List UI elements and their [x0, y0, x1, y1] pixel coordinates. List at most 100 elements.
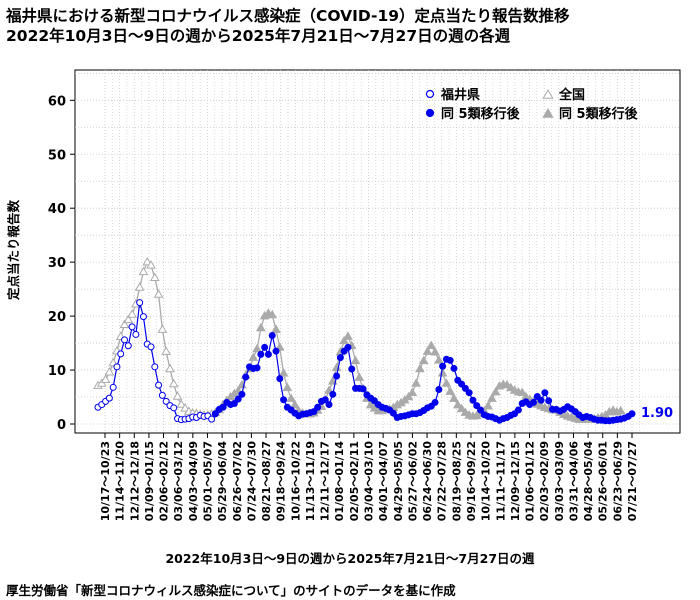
- x-tick-label: 07/24～07/30: [245, 441, 258, 522]
- national-point: [134, 282, 145, 291]
- legend-label: 全国: [558, 87, 585, 103]
- fukui-point-post5: [280, 396, 288, 404]
- national-point: [165, 363, 175, 373]
- national-point: [119, 319, 130, 328]
- national-point: [153, 289, 164, 298]
- fukui-point: [136, 299, 144, 307]
- fukui-point-post5: [333, 372, 341, 380]
- national-point: [168, 378, 179, 388]
- x-tick-label: 02/06～02/12: [158, 441, 171, 521]
- fukui-point-post5: [219, 403, 227, 411]
- x-tick-label: 07/22～07/28: [436, 441, 449, 521]
- x-tick-label: 05/29～06/04: [216, 441, 229, 522]
- national-point-post5: [483, 400, 493, 410]
- national-point-post5: [615, 405, 626, 415]
- fukui-point: [105, 394, 113, 402]
- legend-label: 同 5類移行後: [441, 106, 521, 122]
- fukui-point-post5: [276, 375, 284, 383]
- x-tick-label: 10/17～10/23: [99, 441, 112, 521]
- x-tick-label: 08/21～08/27: [260, 441, 273, 521]
- x-tick-label: 01/06～01/12: [524, 441, 537, 521]
- fukui-point-post5: [541, 389, 549, 397]
- chart-title: 福井県における新型コロナウイルス感染症（COVID-19）定点当たり報告数推移 …: [6, 6, 570, 46]
- fukui-point-post5: [253, 364, 261, 372]
- fukui-point-post5: [461, 384, 469, 392]
- x-tick-label: 03/04～03/10: [363, 441, 376, 522]
- x-tick-label: 06/24～06/30: [421, 441, 434, 522]
- national-point-post5: [255, 322, 266, 332]
- national-point-post5: [490, 386, 501, 396]
- national-point: [157, 324, 168, 333]
- national-point: [123, 314, 134, 324]
- fukui-point-post5: [446, 356, 454, 364]
- x-tick-label: 12/12～12/18: [128, 441, 141, 521]
- fukui-point-post5: [234, 395, 242, 403]
- national-point-post5: [415, 363, 425, 373]
- national-point: [138, 266, 149, 276]
- y-tick-label: 0: [57, 418, 66, 433]
- national-point-post5: [271, 324, 281, 333]
- fukui-point: [109, 383, 117, 391]
- national-point-post5: [418, 355, 429, 365]
- national-point: [146, 260, 156, 269]
- x-tick-label: 09/18～09/24: [275, 441, 288, 522]
- fukui-point-post5: [389, 409, 397, 417]
- fukui-point-post5: [268, 332, 276, 340]
- national-point-post5: [282, 382, 293, 392]
- fukui-point: [158, 391, 166, 399]
- fukui-point-post5: [477, 406, 485, 414]
- national-point: [142, 256, 153, 266]
- x-tick-label: 03/03～03/09: [553, 441, 566, 521]
- national-point-post5: [487, 393, 497, 402]
- fukui-point-post5: [325, 401, 333, 409]
- fukui-point: [151, 363, 159, 371]
- legend-marker-triangle: [542, 107, 554, 118]
- national-point-post5: [339, 335, 350, 345]
- national-point-post5: [343, 331, 353, 340]
- national-point-post5: [365, 399, 376, 409]
- national-point: [161, 346, 172, 355]
- y-tick-label: 10: [48, 364, 66, 379]
- legend-label: 同 5類移行後: [559, 106, 639, 122]
- national-point: [149, 272, 160, 282]
- x-tick-label: 04/03～04/09: [187, 441, 200, 521]
- legend-label: 福井県: [440, 87, 480, 103]
- national-point-post5: [452, 399, 463, 409]
- x-axis: 10/17～10/23 11/14～11/20 12/12～12/18 01/09～0…: [99, 433, 639, 521]
- fukui-point-post5: [473, 402, 481, 410]
- x-tick-label: 08/19～08/25: [450, 441, 463, 521]
- x-tick-label: 09/16～09/22: [465, 441, 478, 521]
- national-point-post5: [430, 347, 440, 356]
- y-tick-label: 20: [48, 310, 66, 325]
- source-note: 厚生労働省「新型コロナウィルス感染症について」のサイトのデータを基に作成: [6, 583, 456, 598]
- x-tick-label: 07/21～07/27: [626, 441, 639, 521]
- x-tick-label: 04/28～05/04: [582, 441, 595, 522]
- fukui-point: [139, 313, 147, 321]
- end-value-label: 1.90: [641, 406, 673, 421]
- y-tick-label: 50: [48, 148, 66, 163]
- x-tick-label: 11/11～11/17: [494, 441, 507, 521]
- y-axis: 0 10 20 30 40 50 60: [48, 94, 75, 433]
- legend-marker-circle: [425, 89, 435, 99]
- x-tick-label: 12/09～12/15: [509, 441, 522, 521]
- fukui-point: [124, 342, 132, 350]
- national-point-post5: [449, 393, 459, 402]
- plot-frame: [74, 69, 681, 434]
- x-tick-label: 05/26～06/01: [597, 441, 610, 521]
- fukui-point: [170, 404, 178, 412]
- national-point-post5: [445, 386, 456, 395]
- y-tick-label: 40: [48, 202, 66, 217]
- national-point-post5: [407, 387, 418, 396]
- fukui-point-post5: [238, 390, 246, 398]
- national-point: [172, 391, 183, 400]
- fukui-point: [155, 381, 163, 389]
- x-tick-label: 12/11～12/17: [319, 441, 332, 521]
- fukui-point-post5: [329, 390, 337, 398]
- series-fukui: [94, 299, 636, 425]
- fukui-point-post5: [450, 364, 458, 372]
- fukui-point-post5: [261, 343, 269, 351]
- x-tick-label: 11/13～11/19: [304, 441, 317, 521]
- legend-marker-circle: [425, 108, 435, 118]
